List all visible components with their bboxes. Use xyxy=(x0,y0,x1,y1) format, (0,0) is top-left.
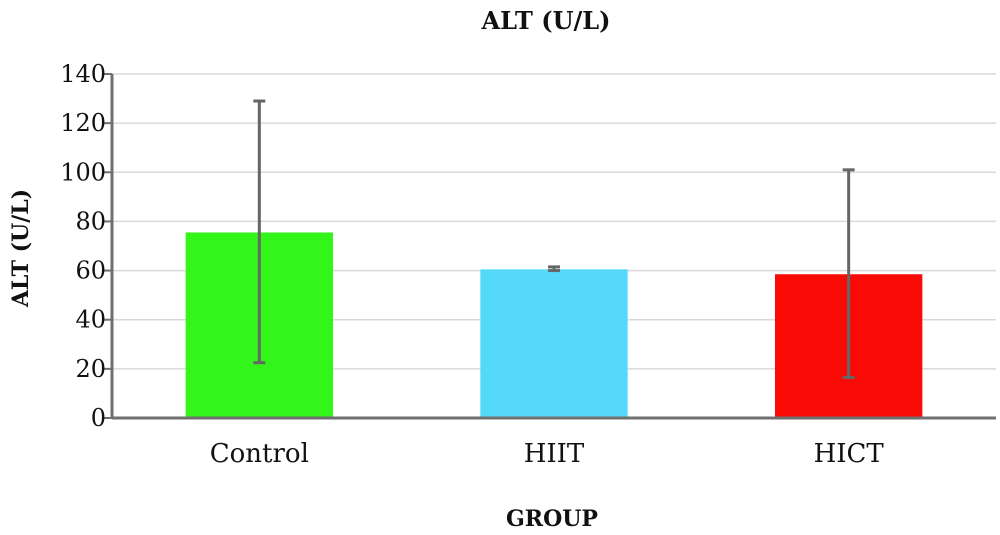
y-axis-ticks: 0 20 40 60 80 100 120 140 xyxy=(60,60,112,432)
bars xyxy=(185,232,923,418)
y-axis-title: ALT (U/L) xyxy=(8,189,34,308)
x-tick-label-control: Control xyxy=(210,439,309,469)
chart-title: ALT (U/L) xyxy=(480,6,610,35)
y-tick-label: 0 xyxy=(91,404,106,432)
y-tick-label: 20 xyxy=(75,355,106,383)
x-tick-label-hiit: HIIT xyxy=(524,439,585,469)
x-axis-title: GROUP xyxy=(506,506,598,532)
error-bar-hict xyxy=(842,168,855,379)
y-tick-label: 80 xyxy=(75,207,106,235)
x-axis-labels: Control HIIT HICT xyxy=(210,439,885,469)
error-bars xyxy=(253,99,855,379)
y-tick-label: 120 xyxy=(60,109,106,137)
error-bar-control xyxy=(253,99,266,365)
y-tick-label: 100 xyxy=(60,158,106,186)
y-tick-label: 140 xyxy=(60,60,106,88)
bar-hiit xyxy=(480,269,628,418)
y-tick-label: 60 xyxy=(75,257,106,285)
error-bar-hiit xyxy=(548,265,560,273)
x-tick-label-hict: HICT xyxy=(814,439,885,469)
y-tick-label: 40 xyxy=(75,306,106,334)
